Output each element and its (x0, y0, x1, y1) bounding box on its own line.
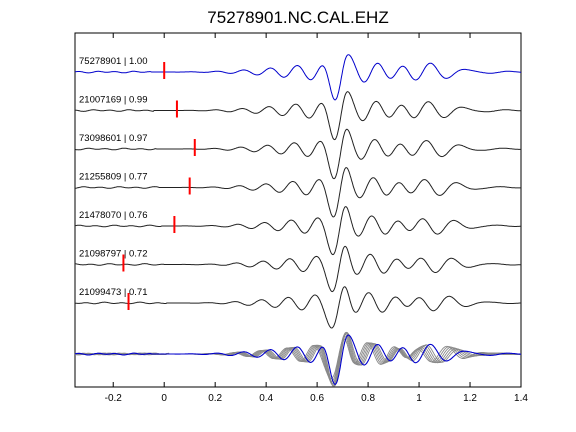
trace-waveform (74, 128, 521, 180)
x-tick-label: 0.2 (208, 393, 222, 404)
stack-trace-overlay (74, 335, 521, 382)
trace-label: 21255809 | 0.77 (79, 172, 148, 183)
trace-waveform (74, 167, 521, 218)
plot-area: -0.2 0 0.2 0.4 0.6 0.8 1 1.2 1.4 75278901 | 1.00 2… (74, 32, 528, 404)
x-tick-label: -0.2 (105, 393, 123, 404)
stack-reference-trace (74, 334, 521, 385)
trace-label: 21098797 | 0.72 (79, 249, 148, 260)
x-tick-label: 0.6 (310, 393, 324, 404)
trace-label: 21007169 | 0.99 (79, 95, 148, 106)
chart-title: 75278901.NC.CAL.EHZ (207, 8, 388, 27)
trace-label: 75278901 | 1.00 (79, 56, 148, 67)
trace-label: 21478070 | 0.76 (79, 210, 148, 221)
x-tick-label: 0.4 (259, 393, 273, 404)
trace-waveform (74, 91, 521, 141)
trace-label: 73098601 | 0.97 (79, 133, 148, 144)
x-tick-label: 1.2 (463, 393, 477, 404)
x-tick-label: 1 (416, 393, 422, 404)
trace-waveform (74, 206, 521, 256)
trace-waveform (74, 245, 522, 293)
x-tick-label: 1.4 (514, 393, 528, 404)
axes-box (74, 32, 522, 388)
trace-label: 21099473 | 0.71 (79, 287, 148, 298)
x-tick-label: 0 (161, 393, 167, 404)
x-tick-label: 0.8 (361, 393, 375, 404)
trace-waveform (74, 54, 521, 101)
trace-waveform (74, 286, 521, 329)
